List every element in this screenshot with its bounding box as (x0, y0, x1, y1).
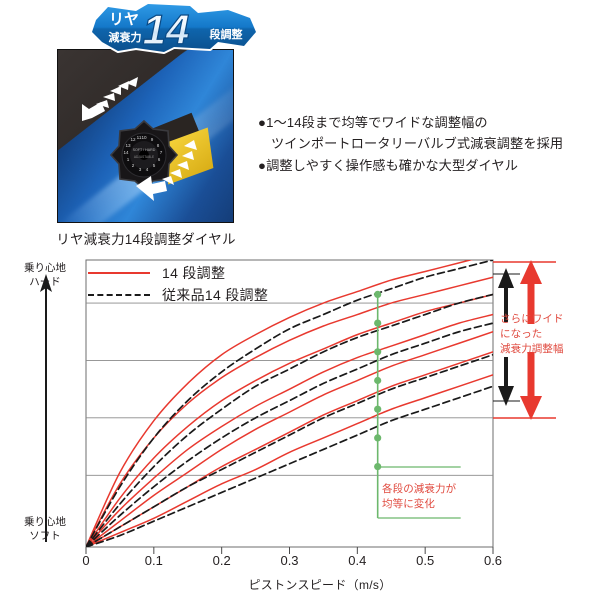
black-range-arrow-down (498, 357, 514, 406)
badge-line-top: リヤ (109, 11, 139, 28)
curve-new-6 (86, 374, 493, 547)
marker-dot-1 (374, 319, 382, 327)
dial-brand-label: ADJUSTABLE (134, 155, 154, 159)
x-tick-label-6: 0.6 (483, 553, 503, 568)
wider-range-line-3: 減衰力調整幅 (500, 342, 564, 355)
svg-text:7: 7 (160, 150, 163, 155)
svg-text:3: 3 (139, 167, 142, 172)
legend-label-new: 14 段調整 (162, 265, 226, 281)
svg-text:14: 14 (123, 150, 129, 155)
badge-graphic: 14 リヤ 減衰力 段調整 (90, 2, 258, 54)
x-tick-label-1: 0.1 (144, 553, 163, 568)
wider-range-annotation: さらにワイド になった 減衰力調整幅 (500, 312, 596, 357)
svg-text:9: 9 (151, 137, 154, 142)
legend-label-conventional: 従来品14 段調整 (162, 287, 269, 303)
marker-dot-0 (374, 290, 382, 298)
badge-line-small: 減衰力 (109, 30, 142, 44)
curve-new-0 (86, 260, 474, 547)
red-range-arrow-up (520, 260, 542, 324)
svg-text:6: 6 (158, 157, 161, 162)
range-arrow-group (493, 260, 556, 420)
even-change-line-1: 各段の減衰力が (382, 483, 457, 495)
photo-caption: リヤ減衰力14段調整ダイヤル (56, 232, 236, 247)
chart-legend: 14 段調整 従来品14 段調整 (88, 262, 268, 306)
svg-text:13: 13 (125, 143, 131, 148)
x-tick-label-5: 0.5 (416, 553, 435, 568)
rear-damping-badge: 14 リヤ 減衰力 段調整 (78, 2, 263, 54)
wider-range-line-1: さらにワイド (500, 313, 564, 325)
y-hard-line-2: ハード (29, 275, 61, 288)
legend-item-conventional: 従来品14 段調整 (88, 284, 268, 306)
x-tick-labels: 0 0.1 0.2 0.3 0.4 0.5 0.6 (0, 553, 600, 571)
red-range-arrow-down (520, 352, 542, 420)
rotation-arrows (82, 77, 197, 201)
marker-dot-5 (374, 434, 382, 442)
marker-dot-4 (374, 405, 382, 413)
even-change-annotation: 各段の減衰力が 均等に変化 (382, 482, 492, 511)
badge-line-end: 段調整 (210, 27, 243, 41)
svg-text:8: 8 (157, 143, 160, 148)
curve-new-4 (86, 331, 493, 547)
chart-svg (40, 259, 556, 554)
svg-text:1: 1 (127, 157, 130, 162)
svg-text:4: 4 (146, 167, 149, 172)
marker-dot-6 (374, 463, 382, 471)
y-hard-line-1: 乗り心地 (24, 262, 66, 274)
legend-item-new: 14 段調整 (88, 262, 268, 284)
curve-new-3 (86, 313, 493, 547)
legend-solid-line-icon (88, 272, 150, 274)
dial-face-label: SOFT / HARD (133, 148, 156, 152)
black-range-arrow-up (498, 268, 514, 322)
damping-force-chart (0, 252, 600, 600)
y-axis-arrow (40, 274, 52, 542)
x-axis-label: ピストンスピード（m/s） (248, 578, 392, 592)
badge-number: 14 (142, 5, 190, 53)
gridlines (86, 302, 493, 476)
svg-text:12: 12 (130, 137, 136, 142)
svg-text:14: 14 (143, 6, 190, 53)
curve-conventional-7 (86, 260, 493, 547)
wider-range-line-2: になった (500, 327, 543, 340)
x-tick-label-0: 0 (82, 553, 90, 568)
plot-area (85, 259, 494, 548)
y-soft-line-2: ソフト (29, 529, 61, 542)
marker-dot-3 (374, 376, 382, 385)
even-change-line-2: 均等に変化 (382, 497, 435, 510)
curve-conventional-9 (86, 322, 493, 547)
x-tick-label-3: 0.3 (280, 553, 299, 568)
feature-bullets: ●1〜14段まで均等でワイドな調整幅の ツインポートロータリーバルブ式減衰調整を… (258, 112, 594, 176)
svg-text:11: 11 (137, 135, 142, 140)
green-marker-group (374, 290, 461, 519)
curve-conventional-8 (86, 293, 493, 547)
bullet-line-3: ●調整しやすく操作感も確かな大型ダイヤル (258, 157, 518, 173)
x-tick-label-4: 0.4 (348, 553, 367, 568)
bullet-line-2: ツインポートロータリーバルブ式減衰調整を採用 (271, 136, 564, 152)
bullet-line-1: ●1〜14段まで均等でワイドな調整幅の (258, 115, 488, 130)
y-soft-line-1: 乗り心地 (24, 516, 66, 528)
curve-conventional-10 (86, 353, 493, 547)
legend-dashed-line-icon (88, 294, 150, 296)
curve-new-2 (86, 293, 493, 547)
y-axis-hard-label: 乗り心地 ハード (6, 262, 84, 289)
svg-text:5: 5 (153, 163, 156, 168)
curve-group (86, 260, 493, 547)
x-tick-label-2: 0.2 (212, 553, 231, 568)
svg-text:2: 2 (132, 163, 135, 168)
svg-text:10: 10 (141, 135, 147, 140)
x-tick-marks (85, 547, 494, 554)
curve-conventional-11 (86, 385, 493, 547)
marker-dot-2 (374, 348, 382, 356)
y-axis-soft-label: 乗り心地 ソフト (6, 516, 84, 543)
